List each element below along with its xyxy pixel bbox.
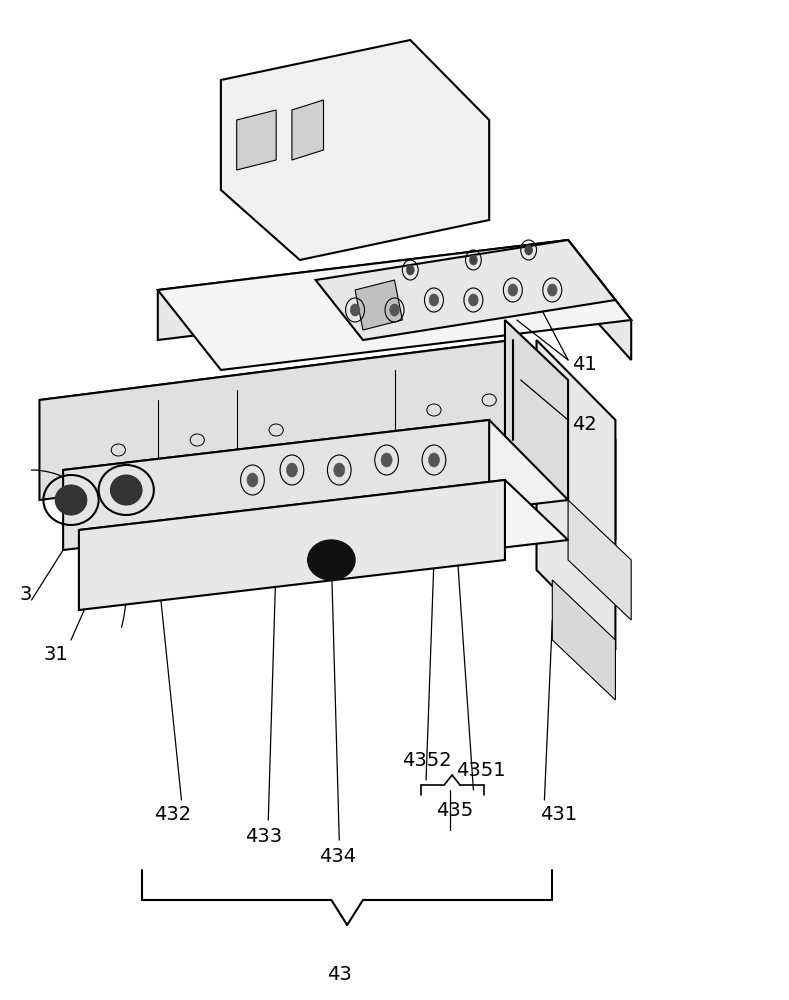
Polygon shape bbox=[316, 240, 615, 340]
Circle shape bbox=[381, 453, 392, 467]
Ellipse shape bbox=[308, 540, 355, 580]
Circle shape bbox=[247, 473, 258, 487]
Circle shape bbox=[525, 245, 533, 255]
Polygon shape bbox=[79, 480, 505, 610]
Text: 434: 434 bbox=[320, 848, 357, 866]
Ellipse shape bbox=[55, 485, 87, 515]
Text: 43: 43 bbox=[327, 966, 352, 984]
Circle shape bbox=[390, 304, 399, 316]
Circle shape bbox=[469, 294, 478, 306]
Polygon shape bbox=[237, 110, 276, 170]
Circle shape bbox=[429, 294, 439, 306]
Circle shape bbox=[469, 255, 477, 265]
Text: 3: 3 bbox=[20, 585, 32, 604]
Circle shape bbox=[350, 304, 360, 316]
Polygon shape bbox=[39, 340, 615, 500]
Text: 31: 31 bbox=[43, 646, 68, 664]
Text: 41: 41 bbox=[572, 356, 596, 374]
Text: 42: 42 bbox=[572, 416, 596, 434]
Polygon shape bbox=[552, 580, 615, 700]
Circle shape bbox=[334, 463, 345, 477]
Circle shape bbox=[508, 284, 518, 296]
Circle shape bbox=[406, 265, 414, 275]
Polygon shape bbox=[63, 420, 489, 550]
Circle shape bbox=[548, 284, 557, 296]
Circle shape bbox=[428, 453, 439, 467]
Text: 432: 432 bbox=[154, 806, 191, 824]
Polygon shape bbox=[158, 240, 631, 370]
Polygon shape bbox=[221, 40, 489, 260]
Polygon shape bbox=[513, 340, 615, 540]
Ellipse shape bbox=[110, 475, 142, 505]
Polygon shape bbox=[505, 320, 568, 500]
Polygon shape bbox=[158, 240, 631, 360]
Polygon shape bbox=[537, 340, 615, 650]
Text: 4351: 4351 bbox=[456, 760, 506, 780]
Polygon shape bbox=[79, 480, 568, 590]
Polygon shape bbox=[63, 420, 568, 550]
Text: 433: 433 bbox=[245, 828, 282, 846]
Polygon shape bbox=[39, 340, 513, 500]
Polygon shape bbox=[568, 500, 631, 620]
Text: 431: 431 bbox=[540, 806, 578, 824]
Text: 435: 435 bbox=[436, 800, 473, 820]
Polygon shape bbox=[355, 280, 402, 330]
Circle shape bbox=[286, 463, 297, 477]
Polygon shape bbox=[292, 100, 323, 160]
Text: 4352: 4352 bbox=[402, 750, 452, 770]
